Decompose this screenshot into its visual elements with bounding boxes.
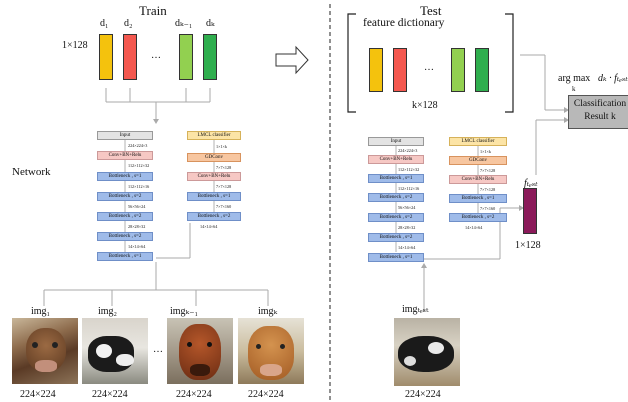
images-ellipsis: … <box>153 344 163 355</box>
image-size: 224×224 <box>20 389 56 400</box>
train-vector-dim: 1×128 <box>62 40 88 51</box>
net-bottleneck: Bottleneck , s=2 <box>368 193 424 202</box>
image-label: imgₖ₋₁ <box>170 306 198 317</box>
image-size: 224×224 <box>176 389 212 400</box>
feature-vector-dk <box>203 34 217 80</box>
feature-vector-d2 <box>123 34 137 80</box>
net-dim: 14×14×64 <box>398 245 416 250</box>
dictionary-vector <box>451 48 465 92</box>
net-lmcl-classifier: LMCL classifier <box>187 131 241 140</box>
image-label: img₂ <box>98 306 118 317</box>
net-dim: 112×112×16 <box>398 186 420 191</box>
dictionary-ellipsis: … <box>424 62 434 73</box>
net-conv: Conv+BN+Relu <box>449 175 507 184</box>
net-bottleneck: Bottleneck , s=2 <box>97 212 153 221</box>
net-dim: 1×1×k <box>480 149 492 154</box>
dictionary-vector <box>393 48 407 92</box>
vector-label-d2: d₂ <box>124 18 133 29</box>
net-conv: Conv+BN+Relu <box>97 151 153 160</box>
feature-dictionary-title: feature dictionary <box>363 17 445 29</box>
net-gdconv: GDConv <box>449 156 507 165</box>
net-bottleneck: Bottleneck , s=1 <box>97 252 153 261</box>
test-title: Test <box>420 3 442 18</box>
net-bottleneck: Bottleneck , s=2 <box>368 233 424 242</box>
net-dim: 14×14×64 <box>200 224 218 229</box>
net-bottleneck: Bottleneck , s=2 <box>97 232 153 241</box>
net-dim: 7×7×128 <box>216 184 232 189</box>
net-bottleneck: Bottleneck , s=2 <box>368 213 424 222</box>
dictionary-dim: k×128 <box>412 100 438 111</box>
net-dim: 224×224×3 <box>398 148 418 153</box>
net-bottleneck: Bottleneck , s=2 <box>449 213 507 222</box>
net-dim: 7×7×128 <box>216 165 232 170</box>
train-title: Train <box>139 3 167 18</box>
cow-image-2 <box>82 318 148 384</box>
image-label: imgₖ <box>258 306 278 317</box>
cow-image-k-1 <box>167 318 233 384</box>
ftest-vector <box>523 188 537 234</box>
feature-vector-dk-1 <box>179 34 193 80</box>
net-dim: 14×14×64 <box>128 244 146 249</box>
net-bottleneck: Bottleneck , s=1 <box>97 172 153 181</box>
net-dim: 112×112×32 <box>128 163 150 168</box>
test-cow-image <box>394 318 460 386</box>
test-image-size: 224×224 <box>405 389 441 400</box>
argmax-expression: dₖ · fₜₑₛₜ <box>598 73 628 84</box>
argmax-label: arg max <box>558 73 591 84</box>
net-dim: 7×7×128 <box>480 187 496 192</box>
net-dim: 7×7×128 <box>480 168 496 173</box>
net-dim: 112×112×32 <box>398 167 420 172</box>
test-image-label: imgₜₑₛₜ <box>402 304 429 315</box>
net-input: Input <box>368 137 424 146</box>
dictionary-vector <box>475 48 489 92</box>
feature-vector-d1 <box>99 34 113 80</box>
net-bottleneck: Bottleneck , s=1 <box>368 174 424 183</box>
net-bottleneck: Bottleneck , s=2 <box>187 212 241 221</box>
net-dim: 7×7×160 <box>480 206 496 211</box>
net-dim: 28×28×32 <box>128 224 146 229</box>
vector-ellipsis: … <box>151 50 161 61</box>
net-bottleneck: Bottleneck , s=1 <box>449 194 507 203</box>
net-dim: 112×112×16 <box>128 184 150 189</box>
cow-image-1 <box>12 318 78 384</box>
net-dim: 56×56×24 <box>398 205 416 210</box>
vector-label-dk: dₖ <box>206 18 215 29</box>
dictionary-vector <box>369 48 383 92</box>
ftest-dim: 1×128 <box>515 240 541 251</box>
vector-label-d1: d₁ <box>100 18 109 29</box>
net-bottleneck: Bottleneck , s=2 <box>97 192 153 201</box>
network-label: Network <box>12 166 51 178</box>
net-dim: 1×1×k <box>216 144 228 149</box>
net-input: Input <box>97 131 153 140</box>
net-conv: Conv+BN+Relu <box>187 172 241 181</box>
net-bottleneck: Bottleneck , s=1 <box>368 253 424 262</box>
argmax-subscript: k <box>572 85 576 93</box>
image-size: 224×224 <box>248 389 284 400</box>
net-dim: 56×56×24 <box>128 204 146 209</box>
net-dim: 14×14×64 <box>465 225 483 230</box>
net-dim: 7×7×160 <box>216 204 232 209</box>
image-label: img₁ <box>31 306 51 317</box>
image-size: 224×224 <box>92 389 128 400</box>
net-gdconv: GDConv <box>187 153 241 162</box>
vector-label-dk-1: dₖ₋₁ <box>175 18 193 29</box>
net-lmcl-classifier: LMCL classifier <box>449 137 507 146</box>
cow-image-k <box>238 318 304 384</box>
net-conv: Conv+BN+Relu <box>368 155 424 164</box>
net-dim: 28×28×32 <box>398 225 416 230</box>
net-dim: 224×224×3 <box>128 143 148 148</box>
ftest-label: fₜₑₛₜ <box>524 178 538 189</box>
classification-result-box: Classification Result k <box>568 95 628 129</box>
net-bottleneck: Bottleneck , s=1 <box>187 192 241 201</box>
